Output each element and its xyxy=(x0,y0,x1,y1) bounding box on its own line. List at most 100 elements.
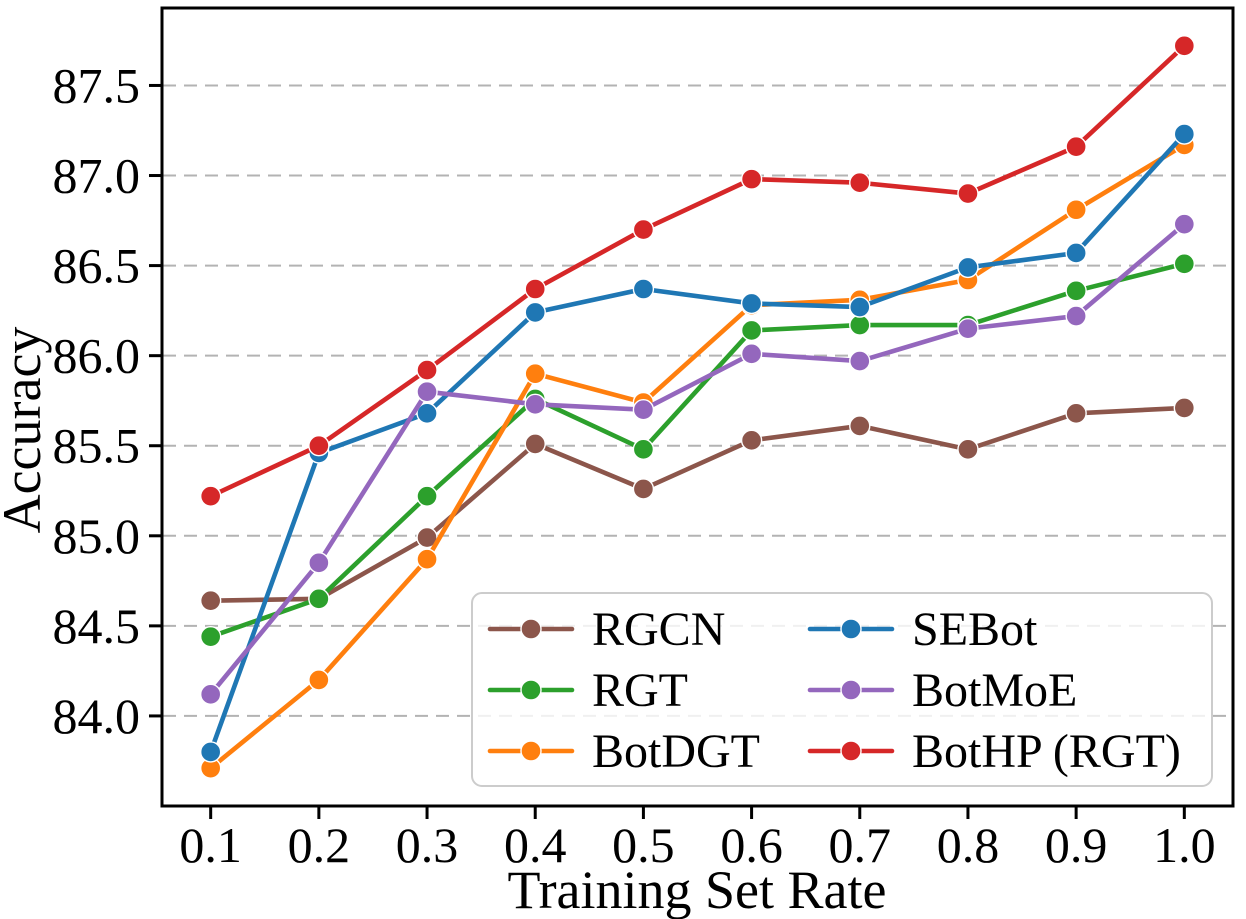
series-bothp-rgt- xyxy=(199,35,1196,507)
legend-item: BotDGT xyxy=(487,725,760,778)
data-point xyxy=(524,433,546,455)
x-tick-label: 0.9 xyxy=(1045,817,1108,873)
legend-swatch-marker xyxy=(840,740,862,762)
y-tick-label: 85.0 xyxy=(53,508,141,564)
data-point xyxy=(632,278,655,300)
series-line xyxy=(208,261,1187,639)
x-tick-label: 1.0 xyxy=(1153,817,1216,873)
data-point xyxy=(524,362,546,385)
data-point xyxy=(957,182,979,205)
x-tick-label: 0.4 xyxy=(504,817,567,873)
data-point xyxy=(849,314,871,336)
data-point xyxy=(308,552,330,574)
legend-swatch-marker xyxy=(840,618,862,640)
legend-label: BotDGT xyxy=(592,725,760,778)
series-rgcn xyxy=(199,397,1196,612)
data-point xyxy=(524,393,546,415)
y-tick-label: 87.0 xyxy=(53,148,141,204)
x-tick-label: 0.1 xyxy=(179,817,242,873)
data-point xyxy=(199,589,222,612)
data-point xyxy=(849,172,871,194)
data-point xyxy=(740,292,763,315)
series-rgt xyxy=(199,253,1196,648)
y-tick-label: 85.5 xyxy=(53,418,141,474)
data-point xyxy=(199,625,222,648)
data-point xyxy=(632,438,655,461)
data-point xyxy=(1065,242,1087,264)
data-point xyxy=(416,359,438,381)
x-tick-label: 0.8 xyxy=(937,817,1000,873)
data-point xyxy=(524,301,546,324)
plot-frame xyxy=(160,6,1235,808)
y-tick-label: 84.5 xyxy=(53,598,141,654)
data-point xyxy=(524,278,546,300)
series-sebot xyxy=(199,123,1196,763)
data-point xyxy=(632,399,655,421)
data-point xyxy=(1173,123,1196,145)
y-axis-title: Accuracy xyxy=(0,327,52,534)
data-point xyxy=(849,296,871,318)
series-line xyxy=(208,221,1187,697)
data-point xyxy=(416,548,438,570)
legend-swatch-marker xyxy=(840,679,862,701)
data-point xyxy=(1173,35,1196,57)
y-tick-label: 86.0 xyxy=(53,328,141,384)
y-tick-label: 84.0 xyxy=(53,688,141,744)
data-point xyxy=(199,485,222,507)
data-point xyxy=(199,741,222,763)
x-tick-label: 0.7 xyxy=(829,817,892,873)
legend-swatch-marker xyxy=(520,740,542,762)
series-line xyxy=(208,142,1187,771)
legend-label: BotHP (RGT) xyxy=(912,725,1181,778)
x-tick-label: 0.6 xyxy=(720,817,783,873)
legend-label: SEBot xyxy=(912,603,1038,656)
data-point xyxy=(1065,199,1087,221)
data-point xyxy=(957,256,979,279)
x-tick-label: 0.5 xyxy=(612,817,675,873)
legend-item: SEBot xyxy=(807,603,1038,656)
series-botmoe xyxy=(199,213,1196,706)
data-point xyxy=(1065,305,1087,327)
legend-label: RGCN xyxy=(592,603,725,656)
legend-item: BotMoE xyxy=(807,664,1077,717)
data-point xyxy=(1173,253,1196,275)
x-tick-label: 0.3 xyxy=(396,817,459,873)
legend-swatch-marker xyxy=(520,679,542,701)
data-point xyxy=(632,478,655,500)
data-point xyxy=(308,588,330,610)
data-point xyxy=(849,350,871,372)
data-point xyxy=(308,669,330,691)
data-point xyxy=(1065,136,1087,158)
data-point xyxy=(1173,397,1196,419)
series-line xyxy=(208,43,1187,499)
data-point xyxy=(416,402,438,425)
data-point xyxy=(740,343,763,365)
data-point xyxy=(957,438,979,461)
y-tick-label: 87.5 xyxy=(53,57,141,113)
legend-item: RGT xyxy=(487,664,688,717)
x-axis-title: Training Set Rate xyxy=(507,860,886,919)
data-point xyxy=(308,435,330,457)
series-line xyxy=(208,131,1187,755)
legend: RGCN RGT BotDGT SEBot BotMoE BotHP (RGT) xyxy=(471,592,1213,787)
data-point xyxy=(849,415,871,437)
data-point xyxy=(632,218,655,241)
legend-item: RGCN xyxy=(487,603,725,656)
data-point xyxy=(957,317,979,340)
legend-swatch-marker xyxy=(520,618,542,640)
data-point xyxy=(416,485,438,507)
data-point xyxy=(416,380,438,403)
data-point xyxy=(740,429,763,452)
series-line xyxy=(208,405,1187,603)
legend-label: RGT xyxy=(592,664,688,717)
data-point xyxy=(740,168,763,190)
legend-item: BotHP (RGT) xyxy=(807,725,1181,778)
legend-label: BotMoE xyxy=(912,664,1077,717)
data-point xyxy=(1065,280,1087,302)
data-point xyxy=(740,319,763,342)
data-point xyxy=(199,683,222,706)
x-tick-label: 0.2 xyxy=(288,817,351,873)
data-point xyxy=(1065,402,1087,425)
